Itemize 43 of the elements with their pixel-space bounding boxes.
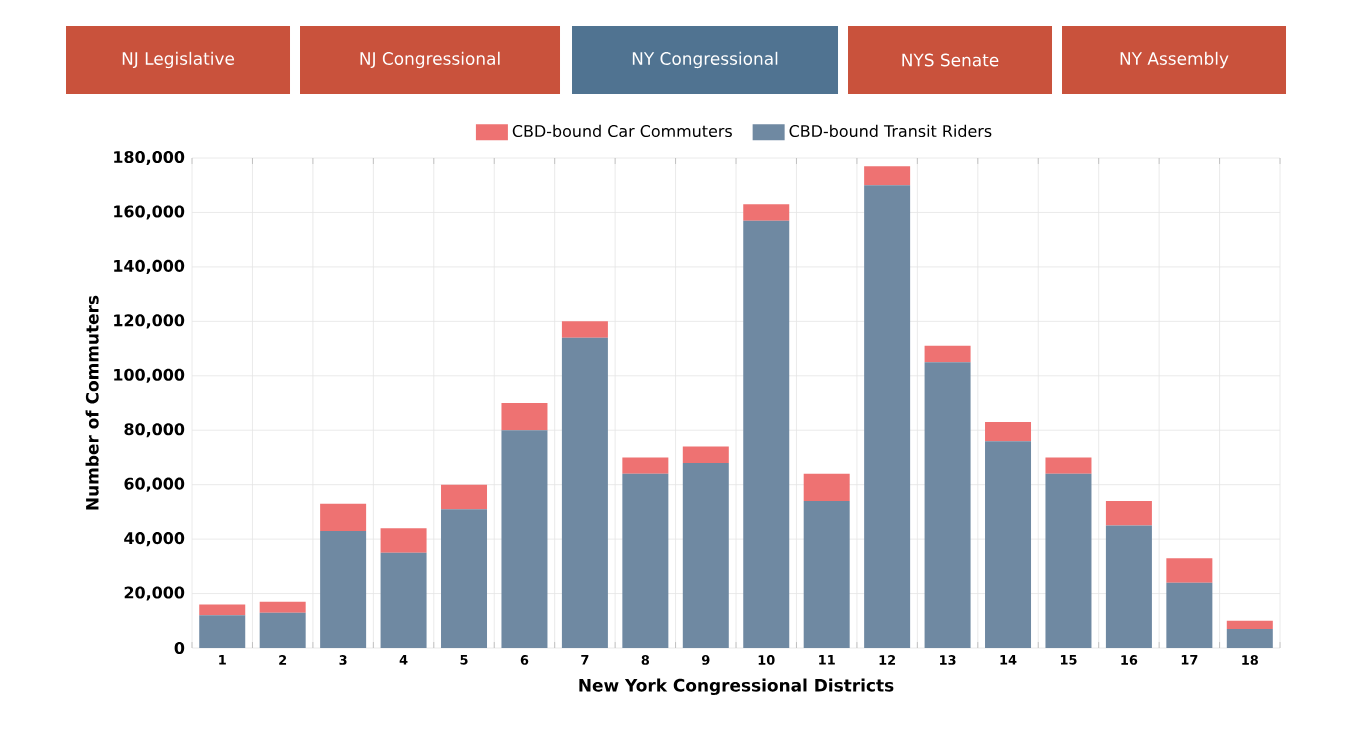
text: NY Congressional — [632, 51, 778, 69]
text: NJ Legislative — [122, 51, 235, 69]
bar — [380, 552, 427, 649]
text: NY Assembly — [1120, 51, 1229, 69]
bar — [622, 457, 669, 474]
bar — [199, 615, 246, 649]
bar — [803, 473, 850, 502]
bar — [561, 321, 608, 338]
bar — [259, 612, 306, 649]
bar — [1045, 457, 1092, 474]
bar — [259, 601, 306, 613]
x-axis-title: New York Congressional Districts — [579, 678, 894, 696]
bar — [1105, 525, 1152, 649]
bar — [561, 337, 608, 649]
text: NYS Senate — [902, 53, 999, 67]
bar — [682, 462, 729, 649]
bar — [441, 509, 488, 649]
bar — [682, 446, 729, 463]
bar — [924, 345, 971, 363]
bar — [864, 185, 911, 649]
bar — [743, 204, 790, 221]
bar — [501, 430, 548, 649]
bar — [199, 604, 246, 616]
bar — [1166, 558, 1213, 583]
bar — [1226, 620, 1273, 629]
bar — [320, 503, 367, 531]
bar — [380, 528, 427, 553]
bar — [743, 220, 790, 649]
bar — [864, 166, 911, 186]
bar — [501, 403, 548, 431]
text: NJ Congressional — [360, 51, 500, 69]
bar — [1166, 582, 1213, 649]
bar — [985, 422, 1032, 442]
bar — [1226, 628, 1273, 649]
bar — [622, 473, 669, 649]
y-axis-title: Number of Commuters — [85, 295, 99, 510]
bar — [441, 484, 488, 510]
bar — [320, 530, 367, 649]
bar — [803, 501, 850, 649]
bar — [985, 441, 1032, 649]
bar — [924, 362, 971, 649]
bar — [1045, 473, 1092, 649]
bar — [1105, 501, 1152, 526]
